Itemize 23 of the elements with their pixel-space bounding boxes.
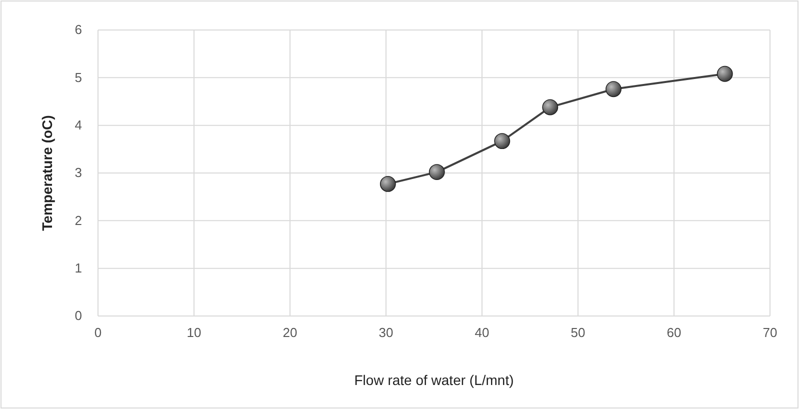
x-tick-label: 40 xyxy=(474,325,490,340)
x-tick-label: 30 xyxy=(378,325,394,340)
point xyxy=(606,81,622,98)
x-tick-label: 50 xyxy=(570,325,586,340)
y-tick-label: 6 xyxy=(74,22,82,38)
y-tick-label: 0 xyxy=(74,308,82,324)
y-tick-label: 2 xyxy=(74,212,82,228)
x-tick-label: 70 xyxy=(762,325,778,340)
point xyxy=(380,176,396,192)
x-tick-label: 0 xyxy=(94,325,102,340)
x-axis-title: Flow rate of water (L/mnt) xyxy=(354,372,514,388)
x-tick-label: 10 xyxy=(186,325,202,340)
point xyxy=(716,66,733,82)
y-tick-label: 1 xyxy=(74,260,82,276)
point xyxy=(428,164,445,180)
y-axis-title: Temperature (oC) xyxy=(39,115,55,231)
point xyxy=(542,99,558,116)
y-tick-label: 3 xyxy=(74,165,82,180)
x-tick-label: 20 xyxy=(282,325,298,340)
y-tick-label: 5 xyxy=(74,70,82,85)
point xyxy=(494,133,510,150)
y-tick-label: 4 xyxy=(74,117,82,132)
x-tick-label: 60 xyxy=(666,325,682,340)
